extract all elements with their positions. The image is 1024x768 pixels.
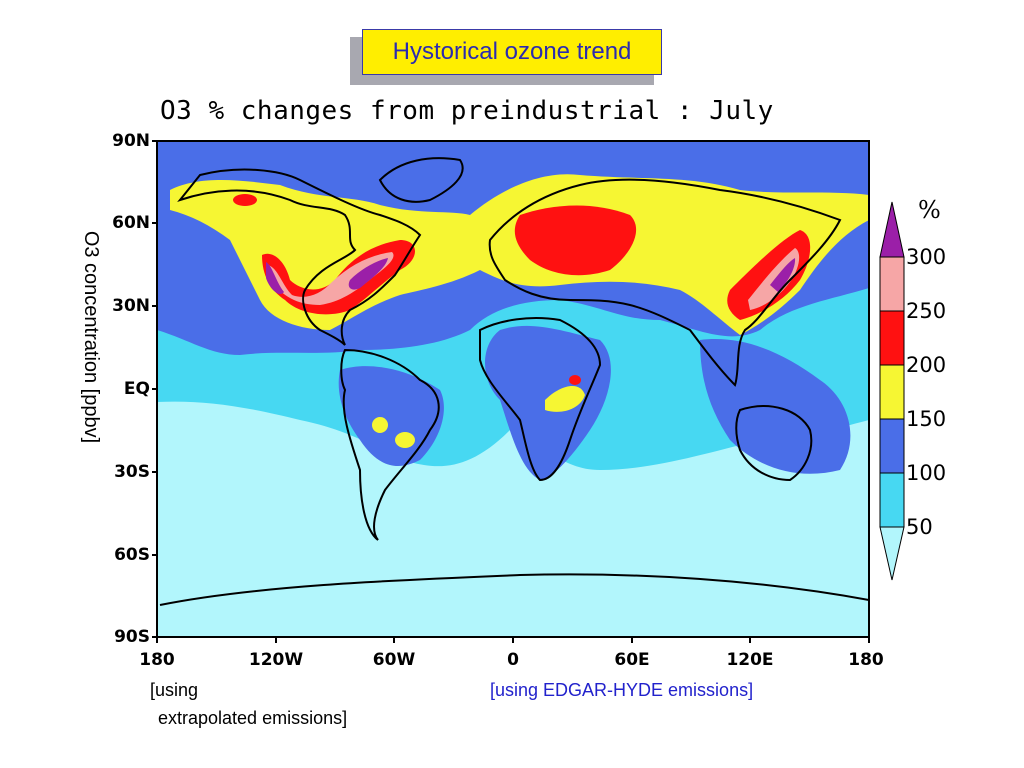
lon-label: 60W [372,650,416,670]
lat-label: 30S [114,462,150,482]
colorbar-unit: % [918,196,941,224]
colorbar-100-150 [879,418,905,474]
region-250-300-asia [748,248,800,310]
map-title: O3 % changes from preindustrial : July [160,96,774,126]
colorbar-label: 200 [906,353,947,377]
region-200-250-europe [514,205,637,276]
region-250-300-n-america [268,252,394,305]
note-right: [using EDGAR-HYDE emissions] [490,680,754,700]
lat-label: 60S [114,545,150,565]
lon-label: 120E [726,650,774,670]
colorbar-label: 300 [906,245,947,269]
region-above-300-asia [770,258,796,292]
lon-label: 180 [848,650,884,670]
colorbar-200-250 [879,310,905,366]
lon-label: 60E [614,650,650,670]
note-left-line1: [using [150,680,199,700]
colorbar-50-100 [879,472,905,528]
slide-title: Hystorical ozone trend [362,29,662,75]
lat-label: 30N [112,296,150,316]
region-200-250-spot [569,375,581,385]
region-150-200-africa [545,385,585,412]
colorbar [879,201,905,581]
region-above-300-e-us [348,258,388,290]
region-200-250-spot [233,194,257,206]
region-150-200-spot [372,417,388,433]
region-100-150-s-america [338,366,444,466]
region-above-300-n-america [266,262,284,295]
coastlines [159,157,869,606]
arctic-region [157,141,869,181]
axis-ticks [152,140,870,643]
region-150-200-spot [395,432,415,448]
lat-label: EQ [123,379,150,399]
lon-label: 120W [248,650,304,670]
colorbar-above-300 [879,201,905,258]
lon-label: 0 [507,650,519,670]
colorbar-below-50 [879,526,905,581]
colorbar-label: 250 [906,299,947,323]
colorbar-label: 150 [906,407,947,431]
colorbar-250-300 [879,256,905,312]
colorbar-label: 100 [906,461,947,485]
note-left-line2: extrapolated emissions] [158,708,348,728]
lat-label: 60N [112,213,150,233]
lon-label: 180 [139,650,175,670]
colorbar-label: 50 [906,515,933,539]
lat-label: 90S [114,627,150,647]
colorbar-150-200 [879,364,905,420]
lat-label: 90N [112,131,150,151]
